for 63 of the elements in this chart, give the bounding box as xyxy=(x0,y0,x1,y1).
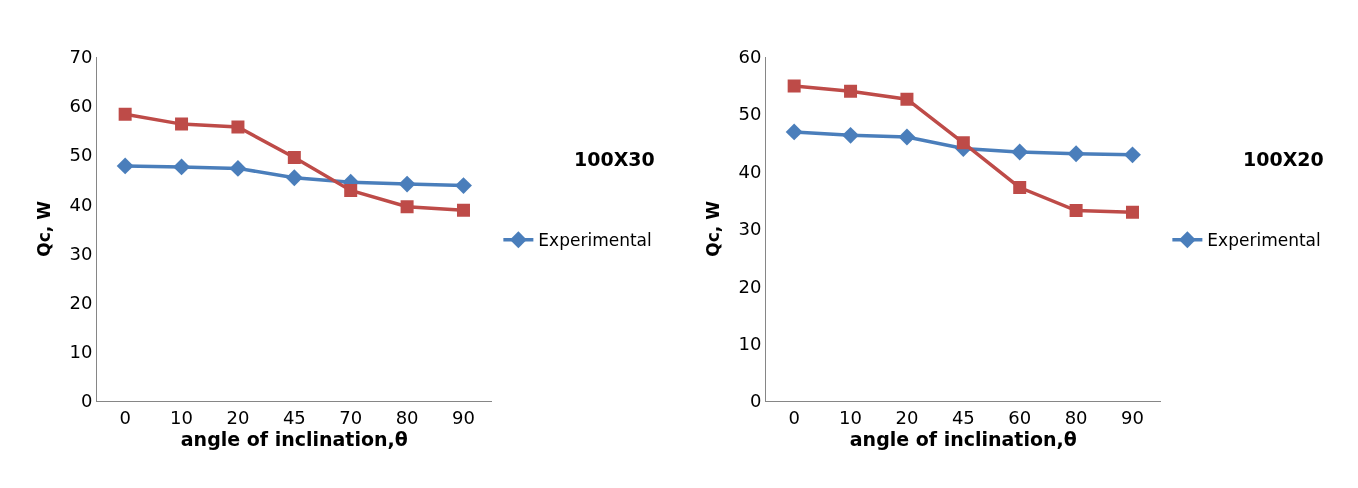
point xyxy=(1011,143,1029,161)
point xyxy=(456,203,470,217)
x-tick-label: 80 xyxy=(395,406,419,428)
y-axis-title: Qc, W xyxy=(703,200,724,257)
y-tick-label: 30 xyxy=(69,242,93,264)
point xyxy=(787,79,801,93)
point xyxy=(844,84,858,98)
y-tick-label: 0 xyxy=(749,390,762,412)
y-tick-label: 70 xyxy=(69,46,93,68)
x-tick-label: 10 xyxy=(170,406,193,428)
x-tick-label: 90 xyxy=(452,406,475,428)
x-tick-label: 45 xyxy=(951,406,975,428)
x-tick-label: 0 xyxy=(119,406,131,428)
x-tick-label: 90 xyxy=(1121,406,1144,428)
x-tick-label: 0 xyxy=(788,406,800,428)
point xyxy=(785,123,803,141)
point xyxy=(116,157,134,175)
point xyxy=(173,158,190,176)
y-tick-label: 20 xyxy=(738,275,762,297)
y-tick-label: 30 xyxy=(738,218,762,240)
x-tick-label: 80 xyxy=(1064,406,1088,428)
x-tick-label: 70 xyxy=(339,406,363,428)
x-tick-label: 60 xyxy=(1008,406,1032,428)
point xyxy=(1069,204,1083,217)
point xyxy=(1067,145,1085,163)
point xyxy=(231,120,245,134)
y-tick-label: 40 xyxy=(69,193,93,215)
point xyxy=(900,92,914,106)
y-tick-label: 10 xyxy=(69,341,93,363)
y-tick-label: 10 xyxy=(738,332,762,354)
y-tick-label: 50 xyxy=(69,144,93,166)
text: 100X20 xyxy=(1243,148,1324,170)
point xyxy=(956,136,970,150)
x-tick-label: 10 xyxy=(839,406,862,428)
point xyxy=(842,126,859,144)
text: 100X30 xyxy=(574,148,655,170)
point xyxy=(400,200,414,214)
point xyxy=(1013,181,1027,195)
x-axis-title: angle of inclination,θ xyxy=(849,428,1077,451)
y-tick-label: 60 xyxy=(738,46,762,68)
legend-label: Experimental xyxy=(538,230,652,251)
point xyxy=(1125,205,1139,219)
x-tick-label: 20 xyxy=(895,406,919,428)
y-tick-label: 20 xyxy=(69,291,93,313)
y-tick-label: 50 xyxy=(738,103,762,125)
point xyxy=(287,151,301,165)
x-tick-label: 20 xyxy=(226,406,250,428)
point xyxy=(398,175,416,193)
point xyxy=(118,107,132,121)
y-tick-label: 60 xyxy=(69,95,93,117)
x-axis-title: angle of inclination,θ xyxy=(180,428,408,451)
point xyxy=(898,128,916,146)
y-tick-label: 40 xyxy=(738,160,762,182)
legend-label: Experimental xyxy=(1207,230,1321,251)
point xyxy=(455,177,472,195)
point xyxy=(285,169,303,187)
point xyxy=(175,117,189,131)
point xyxy=(344,184,358,197)
point xyxy=(229,159,247,177)
x-tick-label: 45 xyxy=(282,406,306,428)
point xyxy=(1124,146,1141,164)
y-tick-label: 0 xyxy=(80,390,93,412)
y-axis-title: Qc, W xyxy=(34,200,55,257)
